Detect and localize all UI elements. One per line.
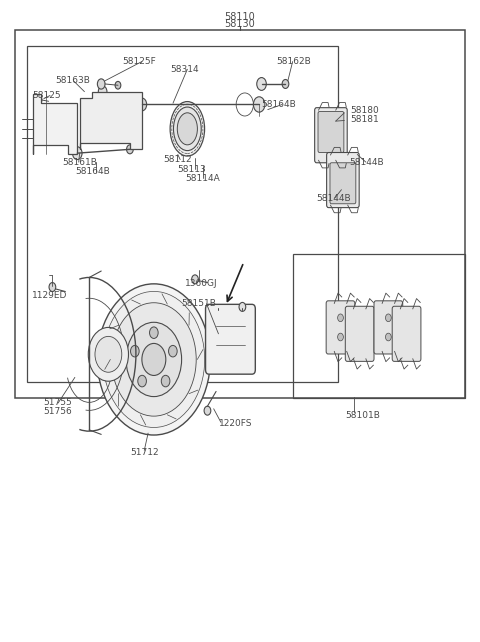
Circle shape	[239, 302, 246, 311]
Circle shape	[150, 327, 158, 338]
Text: 58180: 58180	[350, 107, 379, 116]
Circle shape	[385, 333, 391, 341]
Ellipse shape	[170, 101, 204, 156]
Circle shape	[253, 97, 265, 112]
FancyBboxPatch shape	[205, 304, 255, 374]
FancyBboxPatch shape	[330, 163, 356, 204]
Circle shape	[97, 79, 105, 89]
Circle shape	[88, 327, 129, 381]
Circle shape	[47, 127, 57, 140]
Circle shape	[131, 345, 139, 357]
Text: 58164B: 58164B	[75, 167, 109, 177]
Text: 58144B: 58144B	[317, 193, 351, 202]
Text: 58161B: 58161B	[62, 158, 97, 167]
Bar	[27, 46, 338, 382]
Circle shape	[337, 333, 343, 341]
Circle shape	[337, 314, 343, 322]
Text: 51712: 51712	[130, 448, 158, 457]
Text: 58112: 58112	[163, 155, 192, 164]
Circle shape	[168, 345, 177, 357]
Circle shape	[282, 80, 289, 89]
Text: 58162B: 58162B	[276, 57, 311, 66]
Circle shape	[72, 147, 82, 160]
Bar	[15, 30, 465, 398]
Text: 58110: 58110	[225, 12, 255, 22]
Circle shape	[95, 336, 122, 372]
FancyBboxPatch shape	[326, 301, 355, 354]
Circle shape	[48, 108, 55, 117]
Text: 1220FS: 1220FS	[218, 419, 252, 428]
Circle shape	[126, 322, 181, 397]
Circle shape	[161, 376, 170, 387]
Circle shape	[103, 291, 204, 428]
FancyBboxPatch shape	[318, 112, 344, 153]
Text: 58125F: 58125F	[123, 57, 156, 66]
Circle shape	[192, 275, 198, 284]
Text: 1129ED: 1129ED	[32, 291, 67, 300]
Polygon shape	[33, 94, 77, 155]
Text: 58164B: 58164B	[262, 100, 296, 109]
Text: 58163B: 58163B	[56, 76, 91, 85]
Circle shape	[115, 82, 121, 89]
Text: 58144B: 58144B	[349, 158, 384, 167]
Text: 58125: 58125	[32, 91, 60, 100]
Bar	[293, 254, 465, 398]
FancyBboxPatch shape	[315, 108, 347, 163]
Circle shape	[98, 86, 107, 98]
FancyBboxPatch shape	[345, 306, 374, 361]
Circle shape	[142, 343, 166, 376]
Circle shape	[111, 303, 196, 416]
Circle shape	[34, 95, 42, 105]
Circle shape	[49, 282, 56, 291]
FancyBboxPatch shape	[326, 153, 359, 207]
Text: 58181: 58181	[350, 115, 379, 124]
Circle shape	[257, 78, 266, 91]
Circle shape	[137, 98, 147, 111]
Text: 58101B: 58101B	[345, 412, 380, 421]
Circle shape	[97, 284, 210, 435]
Circle shape	[138, 376, 146, 387]
Text: 58151B: 58151B	[181, 299, 216, 308]
FancyBboxPatch shape	[374, 301, 403, 354]
Ellipse shape	[173, 107, 201, 151]
Text: 58130: 58130	[225, 19, 255, 30]
Text: 51756: 51756	[44, 408, 72, 417]
Circle shape	[204, 406, 211, 415]
Text: 51755: 51755	[44, 399, 72, 408]
Circle shape	[385, 314, 391, 322]
Polygon shape	[80, 92, 142, 150]
Text: 58314: 58314	[170, 65, 199, 74]
Text: 58114A: 58114A	[185, 174, 220, 183]
Ellipse shape	[177, 113, 197, 145]
Circle shape	[127, 145, 133, 154]
Text: 58113: 58113	[178, 165, 206, 174]
FancyBboxPatch shape	[392, 306, 421, 361]
Text: 1360GJ: 1360GJ	[185, 279, 217, 288]
